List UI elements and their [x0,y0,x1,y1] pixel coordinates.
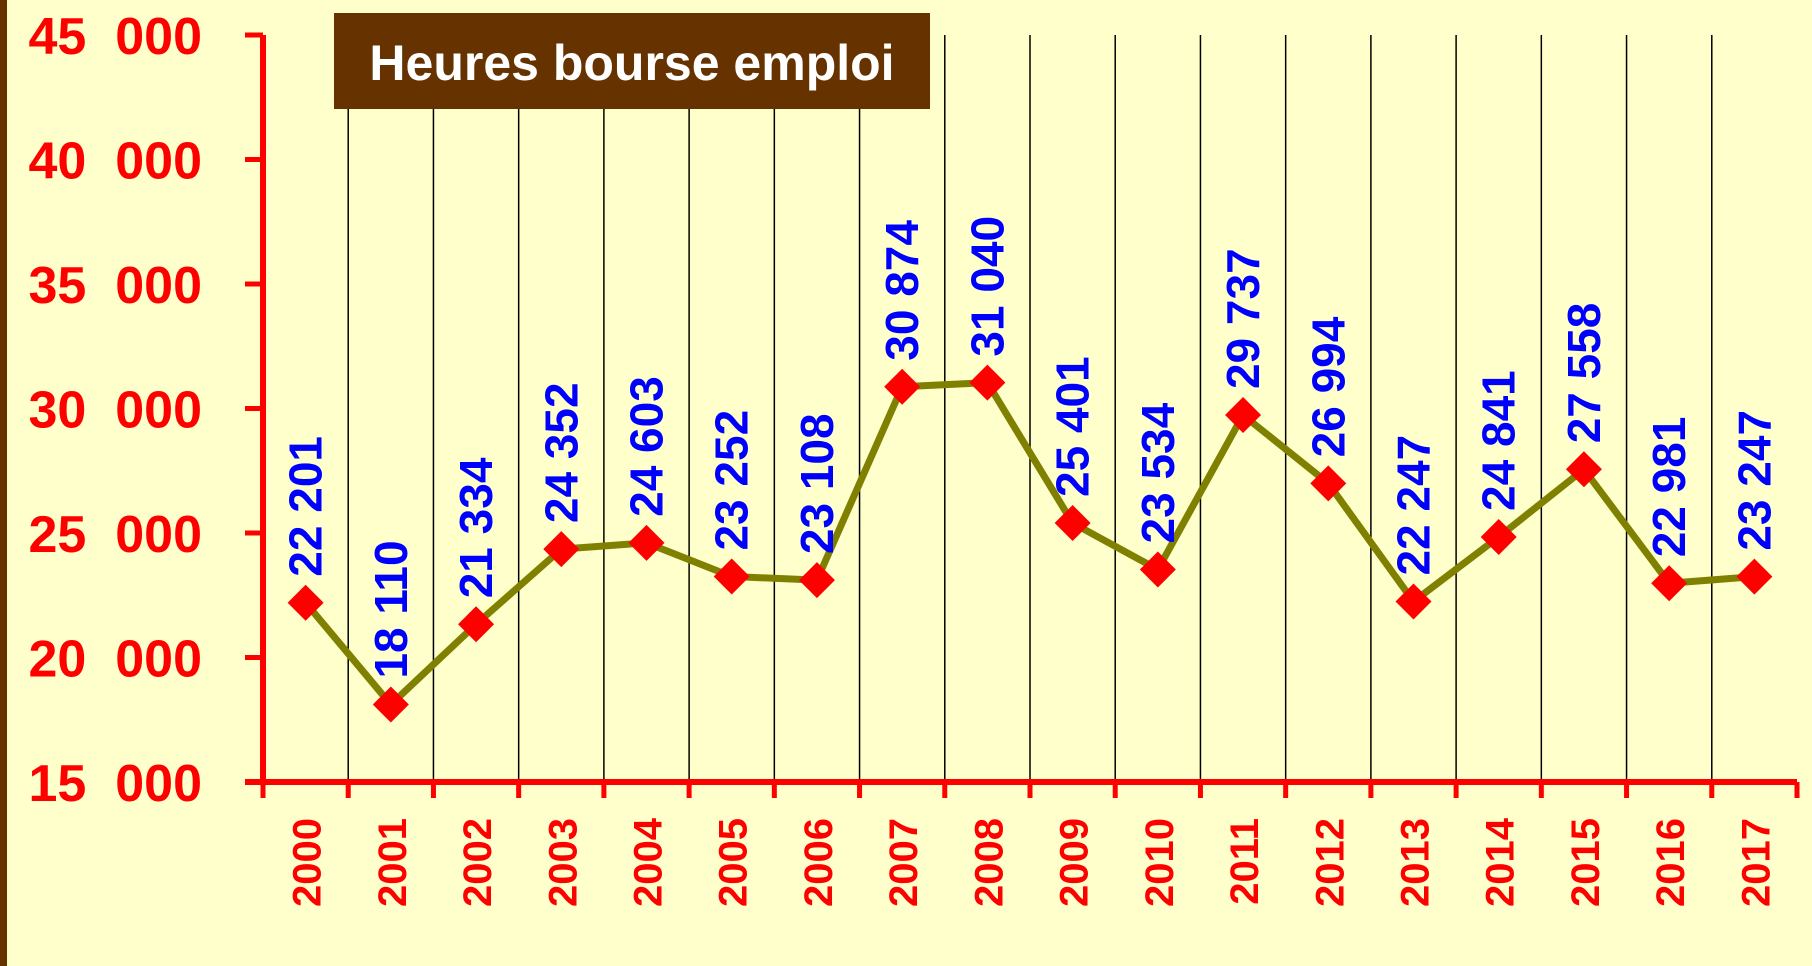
x-tick-label: 2005 [712,818,756,907]
data-label: 31 040 [961,216,1013,357]
marker [1736,558,1773,595]
marker [884,368,921,405]
frame-edge [0,0,7,966]
x-tick-label: 2011 [1223,818,1267,905]
marker [1395,583,1432,620]
data-label: 23 252 [706,410,758,551]
x-tick-label: 2004 [627,817,671,907]
data-label: 24 603 [621,376,673,517]
plot: 15 000 20 000 25 000 30 000 35 000 40 000 45 0… [29,8,1800,907]
data-label: 22 981 [1643,417,1695,558]
data-label: 23 247 [1728,410,1780,551]
marker [287,584,324,621]
x-tick-label: 2017 [1734,818,1778,907]
chart-title: Heures bourse emploi [369,35,894,91]
x-tick-label: 2006 [797,818,841,907]
x-tick-label: 2002 [456,818,500,907]
x-tick-label: 2008 [967,818,1011,907]
x-tick-label: 2000 [286,818,330,907]
x-tick-label: 2001 [371,818,415,907]
data-label: 23 108 [791,413,843,554]
x-tick-label: 2015 [1564,818,1608,907]
y-tick-label: 45 000 [29,8,203,66]
y-tick-label: 30 000 [29,382,203,440]
marker [1225,397,1262,434]
marker [628,524,665,561]
y-tick-label: 15 000 [29,755,203,813]
y-tick-label: 40 000 [29,133,203,191]
marker [798,562,835,599]
marker [969,364,1006,401]
data-label: 23 534 [1132,402,1184,543]
marker [1139,551,1176,588]
marker [458,606,495,643]
data-label: 24 352 [535,382,587,523]
y-tick-label: 25 000 [29,506,203,564]
title-box [334,13,930,109]
data-label: 24 841 [1473,370,1525,511]
marker [713,558,750,595]
data-label: 26 994 [1302,316,1354,457]
data-label: 30 874 [876,220,928,361]
marker [1480,518,1517,555]
x-tick-label: 2016 [1649,818,1693,907]
x-tick-label: 2013 [1394,818,1438,907]
marker [372,686,409,723]
data-label: 29 737 [1217,248,1269,389]
x-tick-label: 2012 [1308,818,1352,907]
data-label: 21 334 [450,457,502,598]
marker [1310,465,1347,502]
y-tick-label: 35 000 [29,257,203,315]
data-label: 22 201 [280,436,332,577]
data-label: 18 110 [365,540,417,678]
x-tick-label: 2003 [541,818,585,907]
x-tick-label: 2014 [1479,817,1523,907]
marker [1054,505,1091,542]
x-tick-label: 2010 [1138,818,1182,907]
y-tick-label: 20 000 [29,631,203,689]
line [302,379,1755,709]
x-tick-label: 2009 [1053,818,1097,907]
marker [543,531,580,568]
marker [1565,451,1602,488]
data-label: 22 247 [1388,435,1440,576]
data-label: 25 401 [1047,356,1099,497]
x-tick-label: 2007 [882,818,926,907]
data-label: 27 558 [1558,303,1610,444]
marker [1651,565,1688,602]
